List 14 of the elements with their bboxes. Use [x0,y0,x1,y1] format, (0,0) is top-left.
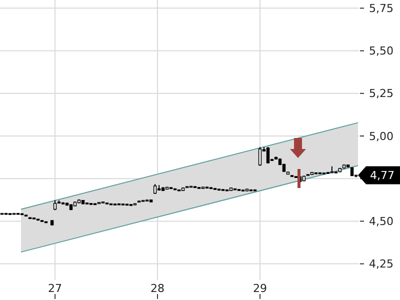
y-tick-label: 5,50 [369,44,394,58]
candlestick [153,184,157,194]
x-tick-label: 28 [150,282,165,295]
y-tick-label: 4,25 [369,258,394,271]
candlestick [266,146,270,164]
annotation: 4,77 [370,169,395,182]
candlestick [53,200,57,211]
y-tick-label: 4,50 [369,215,394,228]
x-tick-label: 29 [253,282,267,295]
y-tick-label: 5,75 [369,2,394,16]
y-tick-label: 5,25 [369,87,394,100]
candlestick [258,146,262,166]
y-tick-label: 5,00 [369,130,394,143]
x-tick-label: 27 [48,282,62,295]
